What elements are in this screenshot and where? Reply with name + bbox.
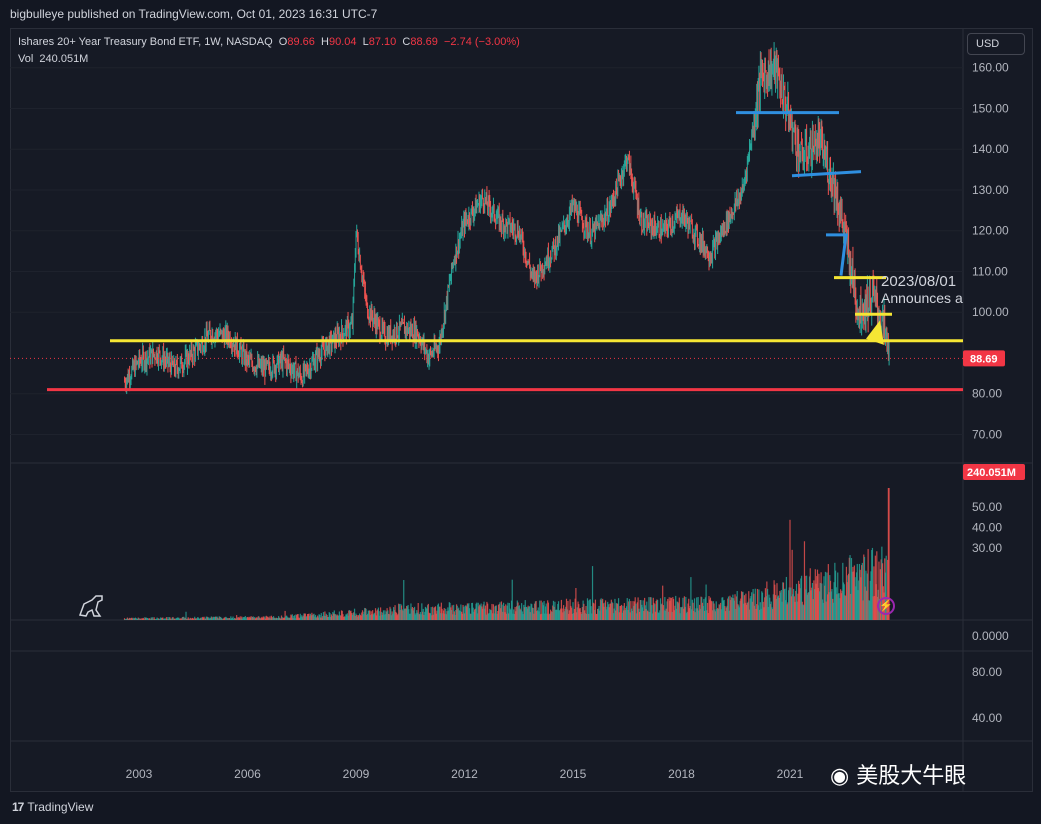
price-badge-label: 88.69 <box>970 353 998 365</box>
time-tick-label: 2021 <box>777 767 804 781</box>
volume-tick-label: 30.00 <box>972 541 1002 555</box>
symbol-legend: Ishares 20+ Year Treasury Bond ETF, 1W, … <box>18 36 520 48</box>
currency-button[interactable]: USD <box>967 33 1025 55</box>
time-tick-label: 2006 <box>234 767 261 781</box>
watermark: ◉ 美股大牛眼 <box>830 764 967 789</box>
volume-legend: Vol 240.051M <box>18 53 88 65</box>
volume-bars <box>123 487 890 620</box>
time-tick-label: 2003 <box>126 767 153 781</box>
lightning-icon[interactable]: ⚡ <box>877 597 895 615</box>
indicator-tick-label: 0.0000 <box>972 629 1009 643</box>
top-bar: bigbulleye published on TradingView.com,… <box>0 0 1041 28</box>
volume-badge-label: 240.051M <box>967 467 1016 479</box>
price-tick-label: 100.00 <box>972 305 1009 319</box>
price-tick-label: 110.00 <box>972 264 1008 278</box>
indicator2-tick-label: 80.00 <box>972 665 1002 679</box>
price-badge <box>963 350 1005 367</box>
price-tick-label: 140.00 <box>972 142 1009 156</box>
tradingview-logo[interactable]: 17 TradingView <box>12 800 93 814</box>
price-tick-label: 70.00 <box>972 427 1002 441</box>
symbol-name[interactable]: Ishares 20+ Year Treasury Bond ETF, 1W, … <box>18 36 273 48</box>
volume-label: Vol <box>18 53 34 65</box>
bottom-bar <box>0 792 1041 824</box>
annotation-date: 2023/08/01 <box>881 273 957 290</box>
open-label: O <box>278 36 288 48</box>
time-tick-label: 2015 <box>560 767 587 781</box>
change-value: −2.74 (−3.00%) <box>444 36 520 48</box>
time-tick-label: 2018 <box>668 767 695 781</box>
close-value: 88.69 <box>410 36 438 48</box>
trend-line-blue <box>791 170 862 178</box>
indicator2-tick-label: 40.00 <box>972 711 1002 725</box>
high-label: H <box>321 36 329 48</box>
volume-badge <box>963 464 1025 480</box>
volume-tick-label: 40.00 <box>972 520 1002 534</box>
chart-panel[interactable] <box>10 28 1033 792</box>
low-value: 87.10 <box>368 36 397 48</box>
time-tick-label: 2012 <box>451 767 478 781</box>
volume-value: 240.051M <box>39 53 89 65</box>
tradingview-brand: TradingView <box>27 800 94 814</box>
price-tick-label: 120.00 <box>972 224 1009 238</box>
close-label: C <box>402 36 411 48</box>
time-tick-label: 2009 <box>343 767 370 781</box>
price-tick-label: 160.00 <box>972 61 1009 75</box>
open-value: 89.66 <box>287 36 315 48</box>
watermark-text: 美股大牛眼 <box>856 764 967 789</box>
price-tick-label: 150.00 <box>972 101 1009 115</box>
low-label: L <box>362 36 369 48</box>
price-tick-label: 130.00 <box>972 183 1009 197</box>
arrow-marker <box>866 320 884 345</box>
price-tick-label: 80.00 <box>972 387 1002 401</box>
annotation-text: Announces a <box>881 290 963 306</box>
volume-tick-label: 50.00 <box>972 500 1002 514</box>
high-value: 90.04 <box>328 36 357 48</box>
published-info: bigbulleye published on TradingView.com,… <box>10 7 378 21</box>
dino-icon <box>78 595 103 617</box>
trend-bracket-blue <box>826 233 848 276</box>
tv-logo-icon: 17 <box>12 800 24 814</box>
